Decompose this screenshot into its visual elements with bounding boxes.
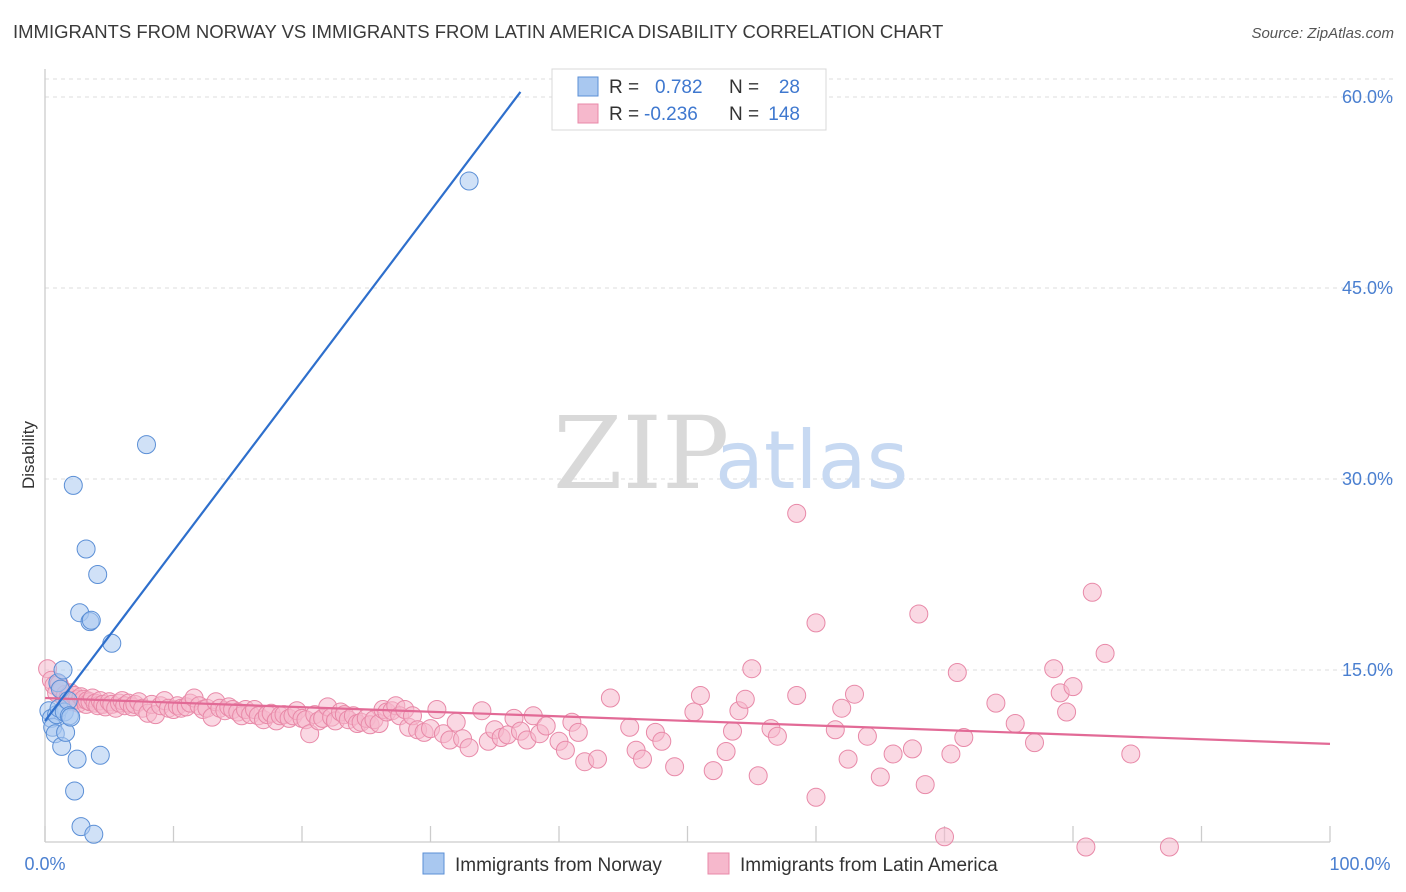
x-tick-label-100: 100.0% bbox=[1329, 854, 1390, 874]
latin-point-163 bbox=[1025, 733, 1044, 753]
latin-point-172 bbox=[1159, 837, 1179, 857]
bottom-latin-label: Immigrants from Latin America bbox=[740, 855, 998, 876]
latin-point-138 bbox=[735, 689, 755, 709]
latin-point-161 bbox=[986, 693, 1006, 713]
latin-point-162 bbox=[1005, 714, 1025, 733]
chart-title: IMMIGRANTS FROM NORWAY VS IMMIGRANTS FRO… bbox=[13, 21, 943, 42]
latin-point-154 bbox=[902, 739, 922, 759]
gridlines bbox=[45, 78, 1394, 671]
latin-point-131 bbox=[665, 757, 685, 777]
norway-r-value: 0.782 bbox=[655, 77, 703, 98]
norway-trendline bbox=[44, 91, 522, 722]
bottom-latin-swatch bbox=[707, 852, 730, 875]
latin-point-170 bbox=[1095, 643, 1115, 663]
norway-point-22 bbox=[81, 610, 101, 630]
norway-point-16 bbox=[65, 781, 85, 801]
latin-point-155 bbox=[909, 604, 929, 624]
latin-point-164 bbox=[1044, 659, 1064, 679]
norway-point-20 bbox=[76, 539, 96, 559]
latin-america-points bbox=[38, 503, 1179, 857]
latin-point-149 bbox=[838, 749, 858, 769]
latin-n-label: N = bbox=[729, 104, 759, 125]
latin-point-159 bbox=[947, 663, 967, 682]
latin-point-157 bbox=[935, 827, 954, 847]
latin-point-122 bbox=[568, 722, 588, 742]
latin-point-168 bbox=[1082, 582, 1102, 602]
watermark-zip: ZIP bbox=[553, 395, 729, 512]
x-tick-label-0: 0.0% bbox=[24, 854, 65, 874]
latin-point-146 bbox=[806, 613, 826, 633]
latin-point-148 bbox=[832, 698, 852, 718]
latin-point-142 bbox=[767, 726, 787, 746]
latin-point-136 bbox=[723, 721, 742, 741]
latin-point-102 bbox=[427, 700, 447, 719]
norway-r-label: R = bbox=[609, 77, 639, 98]
latin-point-166 bbox=[1057, 702, 1077, 722]
latin-r-label: R = bbox=[609, 104, 639, 125]
latin-point-132 bbox=[684, 702, 704, 722]
y-tick-label-30: 30.0% bbox=[1342, 469, 1393, 489]
latin-point-169 bbox=[1076, 837, 1096, 857]
norway-point-25 bbox=[88, 565, 108, 584]
latin-r-value: -0.236 bbox=[644, 104, 698, 125]
norway-point-28 bbox=[459, 171, 479, 191]
norway-point-23 bbox=[84, 824, 104, 844]
norway-n-label: N = bbox=[729, 77, 759, 98]
latin-point-144 bbox=[787, 503, 807, 523]
norway-points bbox=[39, 171, 479, 844]
latin-n-value: 148 bbox=[768, 104, 800, 125]
latin-point-130 bbox=[652, 731, 672, 751]
latin-point-118 bbox=[536, 716, 556, 736]
latin-point-135 bbox=[716, 742, 736, 761]
latin-point-120 bbox=[555, 740, 575, 760]
norway-point-9 bbox=[53, 660, 73, 680]
source-label: Source: ZipAtlas.com bbox=[1251, 25, 1394, 42]
latin-point-158 bbox=[941, 744, 961, 764]
latin-point-139 bbox=[742, 659, 762, 679]
latin-point-105 bbox=[446, 712, 466, 732]
y-tick-label-45: 45.0% bbox=[1342, 278, 1393, 298]
norway-n-value: 28 bbox=[779, 77, 800, 98]
norway-point-17 bbox=[67, 749, 87, 769]
latin-swatch bbox=[577, 103, 599, 124]
latin-point-160 bbox=[954, 728, 974, 747]
norway-point-24 bbox=[90, 745, 110, 765]
latin-point-145 bbox=[806, 787, 826, 807]
latin-point-156 bbox=[915, 775, 935, 795]
latin-point-125 bbox=[600, 688, 620, 708]
latin-point-133 bbox=[690, 686, 710, 705]
latin-point-126 bbox=[620, 717, 640, 737]
y-axis-label: Disability bbox=[19, 420, 38, 489]
norway-point-26 bbox=[102, 633, 122, 653]
latin-point-143 bbox=[787, 686, 807, 705]
latin-point-140 bbox=[748, 766, 768, 786]
bottom-norway-label: Immigrants from Norway bbox=[455, 855, 662, 876]
latin-point-153 bbox=[883, 744, 903, 764]
x-tick-marks bbox=[44, 826, 1331, 842]
norway-swatch bbox=[577, 76, 599, 97]
norway-point-27 bbox=[137, 435, 156, 455]
y-tick-labels: 15.0% 30.0% 45.0% 60.0% bbox=[1342, 87, 1393, 680]
latin-point-167 bbox=[1063, 677, 1083, 697]
latin-point-171 bbox=[1121, 744, 1141, 764]
latin-point-147 bbox=[825, 720, 845, 740]
latin-point-151 bbox=[857, 726, 877, 746]
watermark-atlas: atlas bbox=[715, 414, 908, 507]
bottom-norway-swatch bbox=[422, 852, 445, 875]
norway-point-14 bbox=[61, 707, 81, 727]
latin-point-124 bbox=[588, 749, 607, 769]
y-tick-label-60: 60.0% bbox=[1342, 87, 1393, 107]
latin-america-trendline bbox=[44, 696, 1331, 745]
latin-point-107 bbox=[459, 738, 479, 758]
series-legend: Immigrants from Norway Immigrants from L… bbox=[422, 852, 998, 876]
latin-point-108 bbox=[472, 701, 492, 721]
latin-point-150 bbox=[845, 684, 864, 704]
latin-point-128 bbox=[633, 749, 652, 769]
latin-point-134 bbox=[703, 761, 723, 781]
latin-point-152 bbox=[870, 767, 890, 787]
norway-point-15 bbox=[63, 475, 83, 495]
y-tick-label-15: 15.0% bbox=[1342, 660, 1393, 680]
stats-legend: R = 0.782 N = 28 R = -0.236 N = 148 bbox=[551, 68, 827, 131]
